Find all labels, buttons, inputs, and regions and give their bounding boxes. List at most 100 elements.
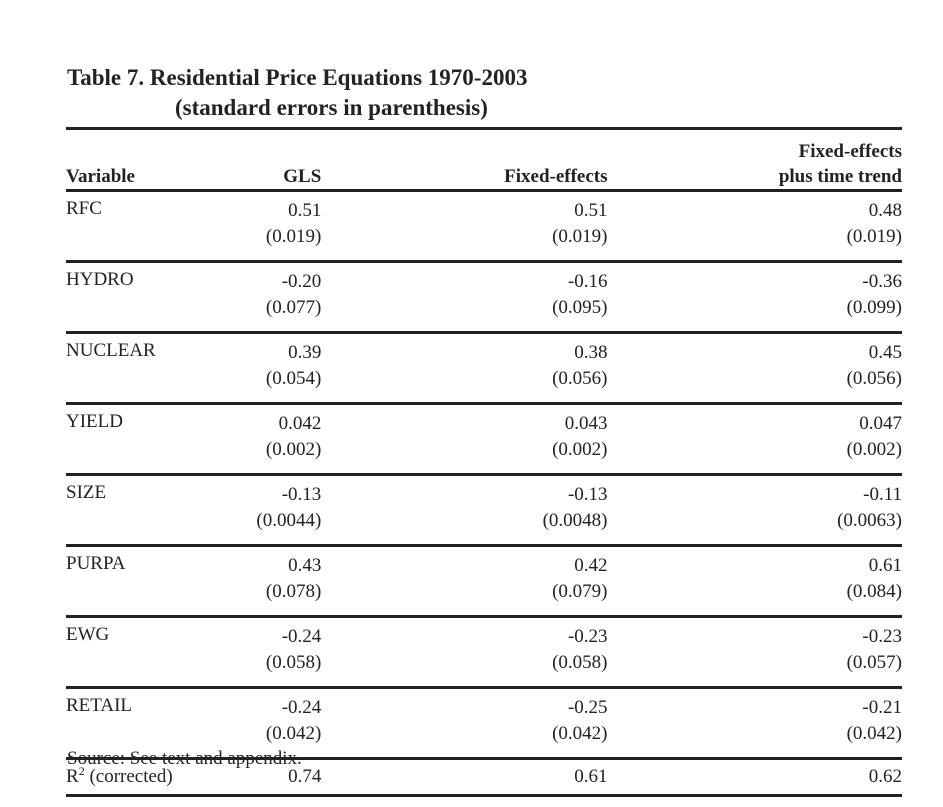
standard-error: (0.079) bbox=[552, 581, 608, 602]
standard-error: (0.056) bbox=[846, 368, 902, 389]
coefficient: 0.48 bbox=[868, 200, 902, 221]
standard-error: (0.058) bbox=[265, 652, 322, 673]
header-gls: GLS bbox=[230, 128, 322, 192]
title-line-1: Table 7. Residential Price Equations 197… bbox=[67, 65, 528, 90]
table-body: RFC 0.51 (0.019) 0.51 (0.019) 0.48 (0.019) HYDR… bbox=[66, 190, 902, 797]
row-gls: -0.20 (0.077) bbox=[230, 261, 322, 334]
row-fixed-effects: 0.51 (0.019) bbox=[321, 190, 608, 263]
source-note: Source: See text and appendix. bbox=[67, 748, 302, 769]
coefficient: -0.36 bbox=[862, 271, 902, 292]
standard-error: (0.0044) bbox=[256, 510, 322, 531]
coefficient: 0.047 bbox=[859, 413, 902, 434]
row-fixed-effects-trend: 0.48 (0.019) bbox=[607, 190, 902, 263]
row-variable: PURPA bbox=[66, 545, 231, 618]
standard-error: (0.019) bbox=[552, 226, 608, 247]
row-fixed-effects: 0.043 (0.002) bbox=[321, 403, 608, 476]
row-gls: -0.24 (0.058) bbox=[230, 616, 322, 689]
row-gls: 0.39 (0.054) bbox=[230, 332, 322, 405]
standard-error: (0.054) bbox=[265, 368, 322, 389]
coefficient: 0.043 bbox=[564, 413, 608, 434]
coefficient: 0.51 bbox=[288, 200, 322, 221]
r2-label-rest: (corrected) bbox=[84, 766, 173, 787]
coefficient: -0.21 bbox=[862, 697, 902, 718]
coefficient: -0.13 bbox=[567, 484, 608, 505]
table-row: NUCLEAR 0.39 (0.054) 0.38 (0.056) 0.45 (0.056) bbox=[66, 332, 902, 405]
table-title: Table 7. Residential Price Equations 197… bbox=[67, 63, 527, 123]
variable-name: PURPA bbox=[66, 553, 126, 574]
coefficient: -0.13 bbox=[281, 484, 322, 505]
row-variable: EWG bbox=[66, 616, 231, 689]
header-fixed-effects-trend-line2: plus time trend bbox=[778, 166, 902, 187]
standard-error: (0.042) bbox=[846, 723, 902, 744]
row-fixed-effects: 0.42 (0.079) bbox=[321, 545, 608, 618]
row-fixed-effects-trend: -0.36 (0.099) bbox=[607, 261, 902, 334]
coefficient: 0.42 bbox=[574, 555, 608, 576]
coefficient: -0.25 bbox=[567, 697, 608, 718]
r2-gls: 0.74 bbox=[230, 758, 322, 797]
coefficient: -0.11 bbox=[863, 484, 902, 505]
row-fixed-effects-trend: -0.11 (0.0063) bbox=[607, 474, 902, 547]
standard-error: (0.095) bbox=[552, 297, 608, 318]
row-fixed-effects-trend: -0.21 (0.042) bbox=[607, 687, 902, 760]
standard-error: (0.0048) bbox=[542, 510, 608, 531]
coefficient: -0.24 bbox=[281, 697, 322, 718]
header-fixed-effects-trend: Fixed-effects plus time trend bbox=[607, 128, 902, 192]
variable-name: YIELD bbox=[66, 411, 123, 432]
r2-fixed-effects-trend: 0.62 bbox=[607, 758, 902, 797]
r2-label: R2 (corrected) bbox=[66, 758, 231, 797]
standard-error: (0.057) bbox=[846, 652, 902, 673]
coefficient: 0.38 bbox=[574, 342, 608, 363]
header-variable: Variable bbox=[66, 128, 231, 192]
table-row: HYDRO -0.20 (0.077) -0.16 (0.095) -0.36 (0.099… bbox=[66, 261, 902, 334]
table-row: RFC 0.51 (0.019) 0.51 (0.019) 0.48 (0.019) bbox=[66, 190, 902, 263]
r2-label-sup: 2 bbox=[78, 764, 85, 778]
coefficient: 0.042 bbox=[278, 413, 322, 434]
standard-error: (0.019) bbox=[265, 226, 322, 247]
table-row: EWG -0.24 (0.058) -0.23 (0.058) -0.23 (0.057) bbox=[66, 616, 902, 689]
row-fixed-effects: -0.23 (0.058) bbox=[321, 616, 608, 689]
row-variable: HYDRO bbox=[66, 261, 231, 334]
variable-name: NUCLEAR bbox=[66, 340, 156, 361]
table-row: SIZE -0.13 (0.0044) -0.13 (0.0048) -0.11 (0.00… bbox=[66, 474, 902, 547]
standard-error: (0.0063) bbox=[837, 510, 902, 531]
variable-name: HYDRO bbox=[66, 269, 134, 290]
row-gls: -0.13 (0.0044) bbox=[230, 474, 322, 547]
variable-name: SIZE bbox=[66, 482, 107, 503]
row-fixed-effects: 0.38 (0.056) bbox=[321, 332, 608, 405]
variable-name: RETAIL bbox=[66, 695, 133, 716]
row-fixed-effects: -0.13 (0.0048) bbox=[321, 474, 608, 547]
standard-error: (0.077) bbox=[265, 297, 322, 318]
row-fixed-effects-trend: -0.23 (0.057) bbox=[607, 616, 902, 689]
coefficient: -0.23 bbox=[567, 626, 608, 647]
row-gls: 0.51 (0.019) bbox=[230, 190, 322, 263]
standard-error: (0.002) bbox=[265, 439, 322, 460]
regression-table: Variable GLS Fixed-effects Fixed-effects… bbox=[66, 127, 902, 797]
coefficient: -0.20 bbox=[281, 271, 322, 292]
standard-error: (0.019) bbox=[846, 226, 902, 247]
table-row: PURPA 0.43 (0.078) 0.42 (0.079) 0.61 (0.084) bbox=[66, 545, 902, 618]
coefficient: 0.39 bbox=[288, 342, 322, 363]
row-variable: NUCLEAR bbox=[66, 332, 231, 405]
row-fixed-effects-trend: 0.45 (0.056) bbox=[607, 332, 902, 405]
standard-error: (0.058) bbox=[552, 652, 608, 673]
r2-fixed-effects: 0.61 bbox=[321, 758, 608, 797]
coefficient: 0.45 bbox=[868, 342, 902, 363]
row-variable: RETAIL bbox=[66, 687, 231, 760]
r2-label-main: R bbox=[66, 766, 79, 787]
row-fixed-effects-trend: 0.047 (0.002) bbox=[607, 403, 902, 476]
row-variable: SIZE bbox=[66, 474, 231, 547]
variable-name: RFC bbox=[66, 198, 102, 219]
r2-row: R2 (corrected) 0.74 0.61 0.62 bbox=[66, 758, 902, 797]
row-fixed-effects: -0.16 (0.095) bbox=[321, 261, 608, 334]
title-line-2: (standard errors in parenthesis) bbox=[175, 95, 488, 120]
row-variable: YIELD bbox=[66, 403, 231, 476]
coefficient: 0.43 bbox=[288, 555, 322, 576]
row-gls: 0.042 (0.002) bbox=[230, 403, 322, 476]
standard-error: (0.078) bbox=[265, 581, 322, 602]
standard-error: (0.002) bbox=[552, 439, 608, 460]
standard-error: (0.042) bbox=[265, 723, 322, 744]
coefficient: -0.24 bbox=[281, 626, 322, 647]
row-fixed-effects-trend: 0.61 (0.084) bbox=[607, 545, 902, 618]
standard-error: (0.056) bbox=[552, 368, 608, 389]
coefficient: -0.23 bbox=[862, 626, 902, 647]
